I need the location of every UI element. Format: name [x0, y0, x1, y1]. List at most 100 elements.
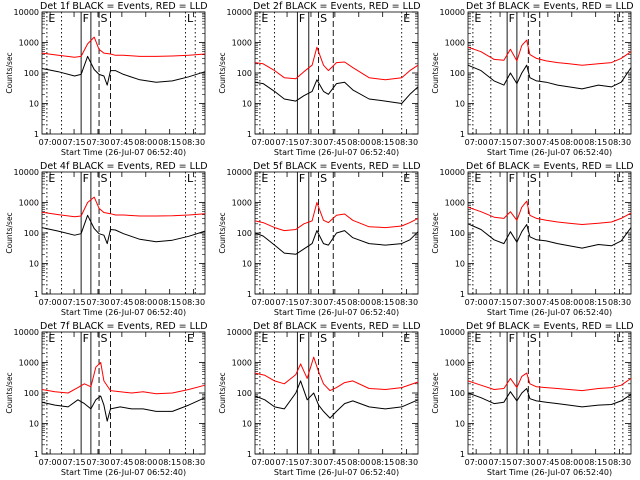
interval-marker-label: E [261, 332, 268, 345]
y-tick-label: 1 [34, 130, 39, 139]
y-tick-label: 1 [460, 290, 465, 299]
x-tick-label: 08:00 [560, 458, 583, 467]
y-tick-label: 1000 [19, 359, 39, 368]
x-tick-label: 07:00 [465, 458, 488, 467]
x-tick-label: 07:00 [465, 298, 488, 307]
y-tick-label: 100 [237, 229, 252, 238]
interval-marker-label: L [616, 332, 623, 345]
y-tick-label: 10 [29, 420, 39, 429]
plot-frame [467, 11, 632, 135]
x-tick-label: 08:30 [608, 298, 631, 307]
interval-marker-label: E [261, 12, 268, 25]
interval-marker-label: F [299, 12, 305, 25]
interval-marker-label: F [299, 332, 305, 345]
x-axis-label: Start Time (26-Jul-07 06:52:40) [487, 148, 612, 157]
series-line-lld [467, 200, 632, 225]
interval-marker-label: F [83, 12, 89, 25]
y-tick-label: 10 [455, 260, 465, 269]
y-tick-label: 1 [460, 130, 465, 139]
x-tick-label: 08:15 [371, 298, 394, 307]
series-line-events [467, 64, 632, 90]
y-tick-label: 10000 [14, 328, 39, 337]
interval-marker-label: E [48, 332, 55, 345]
y-tick-label: 100 [24, 389, 39, 398]
y-axis-label: Counts/sec [431, 212, 440, 253]
y-tick-label: 10000 [14, 8, 39, 17]
chart-title: Det 7f BLACK = Events, RED = LLD [40, 321, 208, 332]
plot-frame [467, 331, 632, 455]
series-line-events [467, 223, 632, 249]
chart-title: Det 1f BLACK = Events, RED = LLD [40, 1, 208, 12]
y-tick-label: 1000 [445, 39, 465, 48]
x-tick-label: 08:00 [134, 458, 157, 467]
interval-marker-label: F [509, 332, 515, 345]
interval-marker-label: S [320, 172, 327, 185]
interval-marker-label: E [474, 12, 481, 25]
y-tick-label: 10 [29, 260, 39, 269]
x-tick-label: 07:00 [465, 138, 488, 147]
x-tick-label: 07:30 [299, 138, 322, 147]
y-tick-label: 1 [247, 130, 252, 139]
chart-panel-6: Det 6f BLACK = Events, RED = LLD 1 10 100 10… [431, 161, 634, 317]
y-tick-label: 10 [242, 420, 252, 429]
x-tick-label: 07:15 [63, 138, 86, 147]
x-tick-label: 07:45 [536, 458, 559, 467]
x-tick-label: 07:30 [86, 138, 109, 147]
x-axis-label: Start Time (26-Jul-07 06:52:40) [61, 148, 186, 157]
x-tick-label: 07:45 [323, 458, 346, 467]
x-axis-label: Start Time (26-Jul-07 06:52:40) [61, 308, 186, 317]
x-tick-label: 08:00 [347, 138, 370, 147]
x-tick-label: 07:45 [536, 138, 559, 147]
y-tick-label: 100 [237, 389, 252, 398]
series-line-lld [41, 36, 206, 58]
y-tick-label: 10 [242, 100, 252, 109]
y-tick-label: 1 [247, 290, 252, 299]
y-tick-label: 100 [24, 229, 39, 238]
series-line-events [41, 55, 206, 86]
y-tick-label: 1 [34, 290, 39, 299]
x-tick-label: 08:15 [584, 298, 607, 307]
x-tick-label: 08:00 [134, 298, 157, 307]
x-tick-label: 07:00 [252, 458, 275, 467]
y-tick-label: 10000 [440, 168, 465, 177]
series-line-lld [254, 356, 419, 392]
plot-frame [254, 331, 419, 455]
series-line-lld [254, 46, 419, 81]
y-tick-label: 1000 [232, 39, 252, 48]
chart-title: Det 4f BLACK = Events, RED = LLD [40, 161, 208, 172]
y-axis-label: Counts/sec [5, 212, 14, 253]
y-tick-label: 1 [460, 450, 465, 459]
y-axis-label: Counts/sec [5, 372, 14, 413]
x-tick-label: 08:15 [584, 138, 607, 147]
series-line-lld [41, 362, 206, 395]
interval-marker-label: E [48, 12, 55, 25]
chart-panel-8: Det 8f BLACK = Events, RED = LLD 1 10 100 10… [218, 321, 421, 477]
y-tick-label: 1000 [232, 359, 252, 368]
interval-marker-label: F [83, 172, 89, 185]
chart-panel-1: Det 1f BLACK = Events, RED = LLD 1 10 100 10… [5, 1, 208, 157]
x-tick-label: 07:00 [39, 138, 62, 147]
chart-panel-2: Det 2f BLACK = Events, RED = LLD 1 10 100 10… [218, 1, 421, 157]
x-tick-label: 07:30 [86, 458, 109, 467]
y-axis-label: Counts/sec [218, 372, 227, 413]
y-axis-label: Counts/sec [431, 372, 440, 413]
chart-panel-3: Det 3f BLACK = Events, RED = LLD 1 10 100 10… [431, 1, 634, 157]
x-tick-label: 07:30 [299, 298, 322, 307]
x-tick-label: 07:45 [323, 298, 346, 307]
interval-marker-label: E [403, 172, 410, 185]
y-tick-label: 1000 [19, 39, 39, 48]
y-tick-label: 1000 [445, 199, 465, 208]
interval-marker-label: F [509, 172, 515, 185]
x-axis-label: Start Time (26-Jul-07 06:52:40) [274, 468, 399, 477]
y-axis-label: Counts/sec [218, 212, 227, 253]
x-tick-label: 07:30 [299, 458, 322, 467]
y-tick-label: 1 [247, 450, 252, 459]
series-line-events [254, 230, 419, 255]
x-tick-label: 07:15 [489, 138, 512, 147]
x-tick-label: 08:00 [134, 138, 157, 147]
x-tick-label: 08:30 [608, 138, 631, 147]
interval-marker-label: F [299, 172, 305, 185]
interval-marker-label: S [101, 332, 108, 345]
interval-marker-label: E [474, 172, 481, 185]
x-tick-label: 07:45 [110, 458, 133, 467]
